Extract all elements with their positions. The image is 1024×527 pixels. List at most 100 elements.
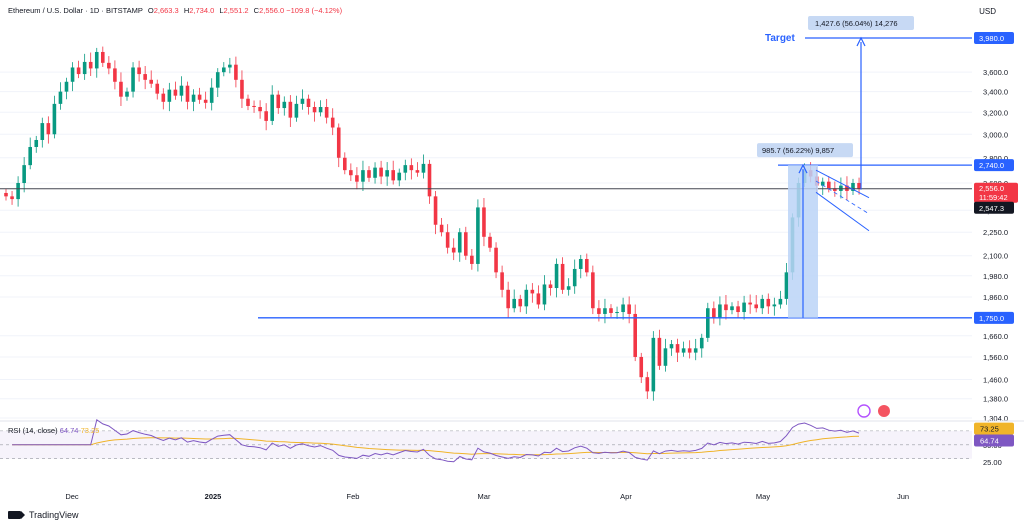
candle-body — [228, 64, 232, 68]
candle-body — [306, 98, 311, 108]
candle-body — [827, 181, 831, 189]
candle-body — [724, 304, 728, 311]
candle-body — [343, 157, 347, 171]
candle-body — [548, 284, 553, 289]
candle-body — [451, 247, 456, 253]
candle-body — [367, 170, 371, 178]
candle-body — [839, 185, 843, 191]
candle-body — [494, 247, 498, 273]
candle-body — [554, 263, 559, 289]
candle-body — [445, 232, 450, 248]
rsi-tag-rsi-bg — [974, 434, 1014, 447]
candle-body — [209, 87, 214, 103]
tradingview-watermark[interactable]: TradingView — [8, 510, 79, 520]
candle-body — [179, 85, 184, 96]
pole-arrow-head — [798, 163, 808, 174]
candle-body — [318, 107, 323, 113]
candle-body — [119, 81, 123, 97]
flag-channel-lower — [815, 191, 870, 232]
target-label: Target — [765, 33, 795, 44]
candle-body — [851, 182, 855, 191]
high-value: 2,734.0 — [189, 6, 215, 15]
candle-body — [167, 89, 172, 102]
candle-body — [94, 51, 99, 69]
price-tick-label: 3,600.0 — [983, 68, 1008, 77]
candle-body — [361, 170, 365, 182]
candle-body — [76, 67, 81, 75]
candle-body — [585, 258, 589, 273]
candle-body — [101, 51, 105, 63]
candle-body — [349, 170, 353, 176]
watermark-text: TradingView — [29, 510, 79, 520]
candle-body — [542, 284, 547, 305]
candle-body — [312, 107, 317, 113]
x-tick-label: Jun — [897, 492, 909, 501]
candle-body — [603, 308, 607, 314]
candle-body — [609, 308, 613, 313]
candle-body — [173, 89, 178, 96]
candle-body — [155, 83, 160, 94]
candle-body — [439, 224, 444, 233]
candle-body — [82, 61, 87, 75]
price-tick-label: 3,400.0 — [983, 88, 1008, 97]
change-value: −109.8 (−4.12%) — [286, 6, 343, 15]
target-measure-label: 1,427.6 (56.04%) 14,276 — [815, 19, 898, 28]
candle-body — [409, 165, 414, 171]
candle-body — [681, 348, 686, 353]
flag-channel-upper — [815, 169, 870, 199]
x-tick-label: Feb — [347, 492, 360, 501]
candle-body — [488, 236, 492, 248]
price-tick-label: 1,380.0 — [983, 395, 1008, 404]
rsi-tag-ma-bg — [974, 422, 1014, 435]
candle-body — [464, 232, 468, 256]
currency-label[interactable]: USD — [979, 7, 996, 16]
rsi-ma-value: 73.25 — [80, 426, 100, 435]
candle-body — [645, 377, 650, 392]
candle-body — [470, 255, 474, 264]
candle-body — [693, 348, 698, 353]
candle-body — [258, 107, 262, 112]
candle-body — [222, 67, 226, 73]
candle-body — [324, 107, 329, 118]
candle-body — [336, 127, 341, 158]
pole-measure-label: 985.7 (56.22%) 9,857 — [762, 146, 834, 155]
rsi-tag-ma: 73.25 — [980, 425, 999, 434]
candle-body — [10, 196, 14, 200]
price-tick-label: 1,304.0 — [983, 414, 1008, 423]
price-tick-label: 1,660.0 — [983, 332, 1008, 341]
candle-body — [58, 91, 63, 104]
price-tick-label: 1,980.0 — [983, 272, 1008, 281]
candle-body — [125, 91, 129, 97]
price-tick-label: 3,200.0 — [983, 108, 1008, 117]
candle-body — [427, 163, 432, 197]
candle-body — [748, 302, 752, 305]
candle-body — [282, 101, 287, 109]
candle-body — [4, 192, 8, 197]
candle-body — [845, 185, 849, 191]
candle-body — [149, 79, 153, 84]
candle-body — [397, 172, 402, 181]
price-tag-flag-top-bg — [974, 159, 1014, 172]
candle-body — [730, 306, 734, 311]
candle-body — [500, 272, 504, 290]
price-tick-label: 2,250.0 — [983, 228, 1008, 237]
candle-body — [778, 298, 783, 305]
candle-body — [373, 167, 377, 178]
candle-body — [820, 181, 825, 186]
candle-body — [234, 64, 238, 80]
candle-body — [143, 74, 147, 80]
flag-channel-mid — [815, 180, 870, 215]
flag-icon — [878, 405, 890, 417]
candle-body — [276, 94, 281, 109]
candle-body — [70, 67, 75, 82]
candle-body — [699, 337, 704, 349]
price-tag-last: 2,556.0 — [979, 184, 1004, 193]
candle-body — [524, 289, 529, 307]
rsi-title: RSI (14, close) — [8, 426, 58, 435]
candle-body — [415, 170, 420, 173]
candle-body — [754, 304, 758, 309]
candle-body — [457, 232, 462, 253]
candle-body — [240, 79, 244, 99]
candle-body — [355, 175, 359, 182]
